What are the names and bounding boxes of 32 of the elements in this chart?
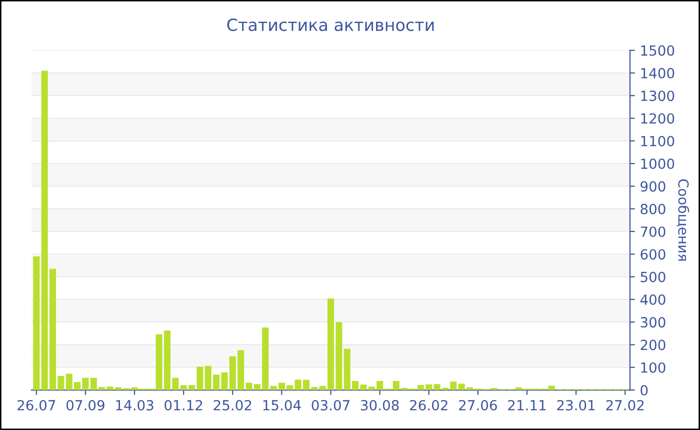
chart-title: Статистика активности (227, 18, 434, 32)
y-tick-label: 1100 (641, 136, 674, 146)
y-tick-label: 1000 (641, 158, 674, 170)
y-tick-label: 900 (640, 181, 666, 192)
x-tick-label: 27.02 (606, 400, 644, 410)
y-tick-label: 300 (640, 317, 666, 328)
y-tick-label: 500 (640, 272, 666, 282)
y-tick-label: 600 (640, 249, 666, 260)
x-tick-label: 14.03 (116, 400, 154, 410)
x-tick-label: 26.07 (18, 400, 56, 410)
y-axis-title: Сообщения (676, 179, 690, 261)
y-tick-label: 400 (640, 294, 666, 305)
x-tick-label: 07.09 (66, 400, 104, 410)
y-tick-label: 200 (640, 340, 666, 350)
x-tick-label: 01.12 (164, 400, 202, 410)
x-tick-label: 26.02 (410, 400, 448, 410)
x-tick-label: 23.01 (557, 400, 595, 410)
x-tick-label: 21.11 (508, 400, 546, 410)
y-tick-label: 1500 (641, 45, 674, 56)
x-tick-label: 15.04 (263, 400, 301, 410)
x-tick-label: 27.06 (459, 400, 497, 410)
x-tick-label: 25.02 (214, 400, 252, 410)
y-tick-label: 1400 (641, 68, 674, 78)
y-tick-label: 1300 (641, 90, 674, 102)
y-tick-label: 800 (640, 204, 666, 214)
y-tick-label: 0 (640, 384, 648, 396)
y-tick-label: 700 (640, 226, 666, 237)
bar (33, 256, 40, 390)
y-tick-label: 1200 (641, 113, 674, 124)
x-tick-label: 30.08 (360, 400, 399, 410)
x-tick-label: 03.07 (312, 400, 350, 410)
y-tick-label: 100 (641, 362, 666, 373)
